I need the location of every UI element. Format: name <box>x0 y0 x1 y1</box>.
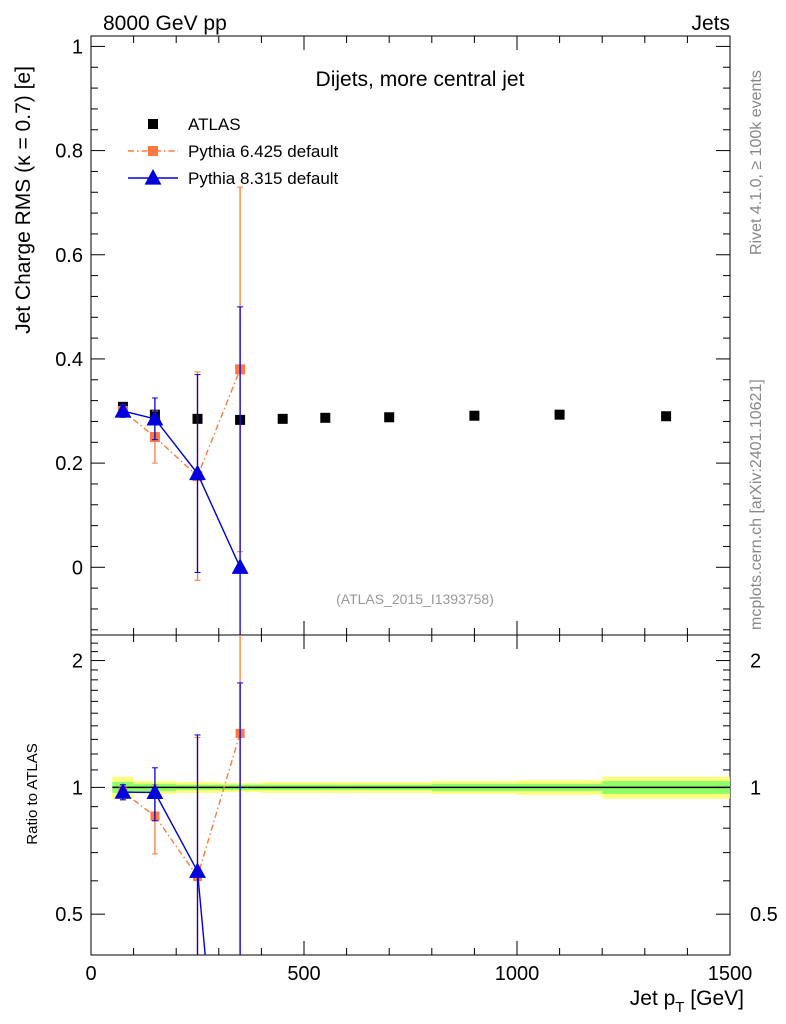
legend-label: ATLAS <box>188 115 241 134</box>
main-panel: 0 0.2 0.4 0.6 0.8 1 <box>55 35 731 636</box>
ratio-series-pythia-8-315-default <box>114 682 244 956</box>
data-point <box>661 411 672 422</box>
analysis-id-label: (ATLAS_2015_I1393758) <box>336 591 494 607</box>
data-point <box>114 402 132 418</box>
data-point <box>384 412 395 423</box>
legend-label: Pythia 6.425 default <box>188 142 339 161</box>
legend-entry: ATLAS <box>148 115 241 134</box>
x-axis-label: Jet pT [GeV] <box>630 987 744 1016</box>
x-tick-label: 500 <box>287 963 320 985</box>
legend-marker <box>148 146 158 156</box>
main-frame <box>90 35 731 636</box>
main-y-tick-label: 0.4 <box>55 349 83 371</box>
header-energy-label: 8000 GeV pp <box>103 12 227 35</box>
main-title: Dijets, more central jet <box>316 68 525 91</box>
legend-marker <box>144 169 162 185</box>
ratio-data-point <box>189 862 206 878</box>
rivet-version-label: Rivet 4.1.0, ≥ 100k events <box>748 70 765 255</box>
main-y-axis-label: Jet Charge RMS (κ = 0.7) [e] <box>12 66 35 334</box>
main-y-tick-label: 0.6 <box>55 245 83 267</box>
data-point <box>146 409 164 426</box>
header-jets-label: Jets <box>691 12 730 35</box>
main-y-tick-label: 0 <box>72 557 83 579</box>
series-pythia-8-315-default <box>114 306 249 636</box>
data-point <box>231 558 249 574</box>
ratio-y-tick-label-right: 2 <box>750 651 761 673</box>
ratio-y-tick-label-right: 0.5 <box>750 904 778 926</box>
ratio-data-point <box>114 783 132 799</box>
mcplots-label: mcplots.cern.ch [arXiv:2401.10621] <box>748 379 765 630</box>
main-y-tick-label: 0.8 <box>55 141 83 163</box>
main-y-tick-label: 1 <box>72 36 83 58</box>
main-y-tick-label: 0.2 <box>55 453 83 475</box>
data-point <box>320 412 331 423</box>
ratio-panel: 0.5 0.5 1 1 2 2 0 500 1000 1500 <box>55 634 778 985</box>
ratio-series-line <box>122 791 206 956</box>
data-point <box>554 409 565 420</box>
data-point <box>277 413 288 424</box>
ratio-y-tick-label: 1 <box>72 777 83 799</box>
series-line <box>122 369 241 478</box>
legend-entry: Pythia 6.425 default <box>128 142 339 161</box>
legend-marker <box>148 119 158 129</box>
series-pythia-6-425-default <box>117 186 246 581</box>
ratio-series-pythia-6-425-default <box>118 635 245 955</box>
x-tick-label: 0 <box>85 963 96 985</box>
series-atlas <box>117 401 672 425</box>
legend-label: Pythia 8.315 default <box>188 169 339 188</box>
ratio-y-tick-label: 0.5 <box>55 904 83 926</box>
data-point <box>469 410 480 421</box>
legend-entry: Pythia 8.315 default <box>128 169 339 188</box>
ratio-y-tick-label: 2 <box>72 651 83 673</box>
series-line <box>122 410 241 568</box>
x-tick-label: 1500 <box>708 963 753 985</box>
ratio-series-line <box>122 733 241 879</box>
data-point <box>189 464 206 481</box>
legend: ATLAS Pythia 6.425 default Pythia 8.315 de… <box>128 115 339 188</box>
ratio-y-tick-label-right: 1 <box>750 777 761 799</box>
x-tick-label: 1000 <box>495 963 540 985</box>
ratio-data-point <box>146 783 164 799</box>
ratio-y-axis-label: Ratio to ATLAS <box>24 743 41 844</box>
